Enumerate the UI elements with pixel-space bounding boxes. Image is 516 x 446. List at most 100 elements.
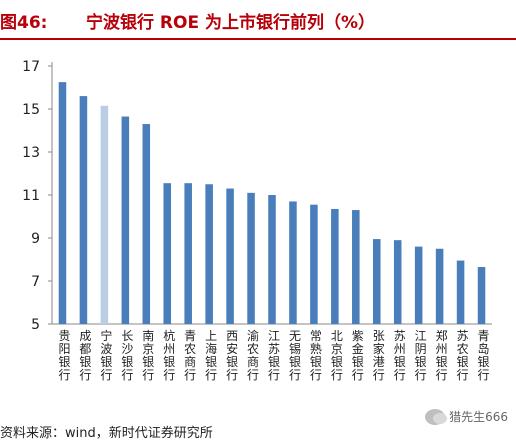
x-tick-char: 郑 <box>436 328 448 343</box>
x-tick-char: 银 <box>436 355 448 369</box>
x-tick-char: 行 <box>289 368 301 382</box>
x-tick-char: 渝 <box>247 328 259 343</box>
x-tick-char: 苏 <box>457 329 469 343</box>
x-tick-char: 农 <box>247 342 259 356</box>
watermark-text: 猎先生666 <box>449 410 508 424</box>
source-note: 资料来源：wind，新时代证券研究所 <box>0 426 213 441</box>
y-tick-label: 9 <box>31 231 40 247</box>
x-tick-char: 港 <box>373 355 385 369</box>
x-tick-char: 行 <box>457 368 469 382</box>
x-tick-char: 行 <box>373 368 385 382</box>
y-tick-label: 15 <box>22 102 40 118</box>
y-tick-label: 7 <box>31 274 40 290</box>
x-tick-char: 江 <box>268 329 280 343</box>
x-tick-char: 都 <box>79 342 91 356</box>
x-tick-char: 沙 <box>121 342 133 356</box>
x-tick-char: 行 <box>310 368 322 382</box>
x-tick-char: 银 <box>457 355 469 369</box>
x-tick-char: 无 <box>289 329 301 343</box>
x-tick-char: 银 <box>268 355 280 369</box>
x-tick-char: 宁 <box>100 328 112 343</box>
bar <box>372 239 381 324</box>
x-tick-char: 行 <box>205 368 217 382</box>
bar <box>58 82 67 324</box>
x-tick-char: 锡 <box>289 341 301 356</box>
x-tick-char: 银 <box>415 355 427 369</box>
x-tick-char: 银 <box>79 355 91 369</box>
x-tick-char: 江 <box>415 329 427 343</box>
x-tick-char: 行 <box>436 368 448 382</box>
x-tick-label: 宁波银行 <box>100 328 112 382</box>
chart-title: 宁波银行 ROE 为上市银行前列（%） <box>86 13 376 33</box>
x-tick-char: 银 <box>142 355 154 369</box>
x-tick-char: 银 <box>289 355 301 369</box>
x-tick-char: 商 <box>247 354 259 369</box>
x-tick-char: 银 <box>352 355 364 369</box>
x-tick-char: 南 <box>142 328 154 343</box>
bars <box>58 82 486 325</box>
x-tick-char: 行 <box>121 368 133 382</box>
x-tick-char: 行 <box>352 368 364 382</box>
x-tick-char: 行 <box>226 368 238 382</box>
x-tick-char: 海 <box>205 341 217 356</box>
y-tick-label: 11 <box>22 188 40 204</box>
x-tick-char: 苏 <box>268 342 280 356</box>
x-tick-char: 商 <box>184 354 196 369</box>
bar <box>414 246 423 324</box>
x-tick-char: 京 <box>142 342 154 356</box>
x-tick-char: 金 <box>352 341 364 356</box>
x-tick-char: 行 <box>100 368 112 382</box>
x-tick-char: 青 <box>478 329 490 343</box>
x-tick-char: 京 <box>331 342 343 356</box>
x-tick-char: 银 <box>58 355 70 369</box>
x-axis-labels: 贵阳银行成都银行宁波银行长沙银行南京银行杭州银行青农商行上海银行西安银行渝农商行… <box>58 328 489 382</box>
x-tick-char: 杭 <box>163 328 175 343</box>
x-tick-char: 银 <box>394 355 406 369</box>
x-tick-char: 州 <box>436 342 448 356</box>
x-tick-char: 北 <box>331 329 343 343</box>
x-tick-char: 银 <box>121 355 133 369</box>
bar <box>435 248 444 324</box>
bar <box>247 192 255 324</box>
x-tick-char: 行 <box>478 368 490 382</box>
bar <box>331 208 339 324</box>
x-tick-char: 成 <box>79 329 91 343</box>
x-tick-char: 波 <box>100 342 112 356</box>
x-tick-char: 岛 <box>478 341 490 356</box>
bar <box>310 204 318 324</box>
bar <box>163 183 172 324</box>
figure-label: 图46: <box>0 13 48 33</box>
x-tick-char: 西 <box>226 329 238 343</box>
bar <box>477 267 486 324</box>
bar <box>205 184 213 324</box>
y-tick-label: 5 <box>31 317 40 333</box>
x-tick-char: 州 <box>163 342 175 356</box>
x-tick-char: 行 <box>58 368 70 382</box>
y-tick-label: 13 <box>22 145 40 161</box>
bar <box>456 260 465 324</box>
bar <box>142 124 151 324</box>
x-tick-char: 银 <box>163 355 175 369</box>
x-tick-char: 家 <box>373 341 385 356</box>
x-tick-char: 阴 <box>415 342 427 356</box>
x-tick-char: 行 <box>163 368 175 382</box>
bar <box>289 201 297 324</box>
bar <box>352 210 360 324</box>
y-tick-label: 17 <box>22 59 40 75</box>
